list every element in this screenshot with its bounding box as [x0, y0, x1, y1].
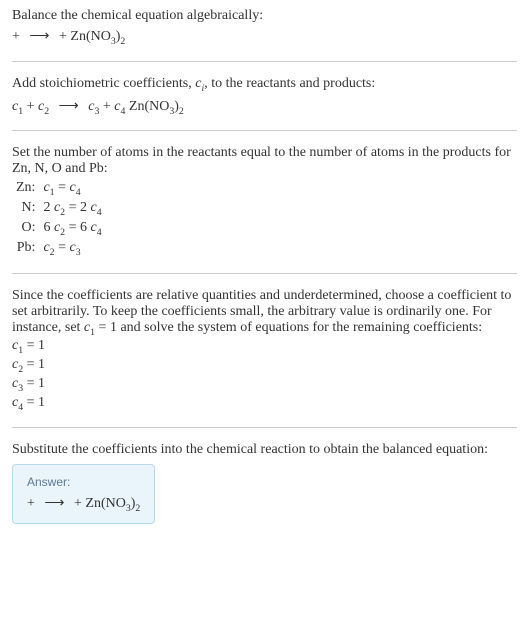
product-gap-1: +: [59, 29, 70, 44]
label-o: O:: [12, 219, 39, 239]
six: 6: [43, 220, 54, 235]
label-pb: Pb:: [12, 239, 39, 259]
label-n: N:: [12, 199, 39, 219]
substitute-title: Substitute the coefficients into the che…: [12, 442, 517, 458]
divider: [12, 61, 517, 62]
zn-text: Zn(NO: [85, 496, 125, 511]
rhs: = 1: [23, 338, 45, 353]
answer-label: Answer:: [27, 475, 140, 489]
reaction-arrow: ⟶: [23, 29, 55, 44]
c2-sub: 2: [44, 105, 49, 116]
c1-sub: 1: [18, 105, 23, 116]
rhs: = 1: [23, 395, 45, 410]
eq-n: 2 c2 = 2 c4: [39, 199, 105, 219]
eq: =: [65, 220, 80, 235]
section-substitute: Substitute the coefficients into the che…: [12, 442, 517, 525]
row-o: O: 6 c2 = 6 c4: [12, 219, 106, 239]
answer-reaction: + ⟶ + Zn(NO3)2: [27, 495, 140, 514]
section-stoichiometric: Add stoichiometric coefficients, ci, to …: [12, 76, 517, 117]
stoich-zn: Zn(NO3)2: [129, 99, 184, 114]
c4s: 4: [76, 187, 81, 198]
zn-text: Zn(NO: [129, 99, 169, 114]
eq-o: 6 c2 = 6 c4: [39, 219, 105, 239]
atoms-title: Set the number of atoms in the reactants…: [12, 145, 517, 177]
c4-sub: 4: [120, 105, 125, 116]
zn-sub2: 2: [135, 502, 140, 513]
stoich-title-a: Add stoichiometric coefficients,: [12, 76, 195, 91]
divider: [12, 130, 517, 131]
c3-sub: 3: [94, 105, 99, 116]
stoich-title: Add stoichiometric coefficients, ci, to …: [12, 76, 517, 94]
two-b: 2: [80, 200, 91, 215]
reactant-gap-1: +: [12, 29, 23, 44]
coef-line-4: c4 = 1: [12, 395, 517, 413]
section-atoms: Set the number of atoms in the reactants…: [12, 145, 517, 258]
eq-pb: c2 = c3: [39, 239, 105, 259]
balance-reaction: + ⟶ + Zn(NO3)2: [12, 28, 517, 47]
row-zn: Zn: c1 = c4: [12, 179, 106, 199]
answer-box: Answer: + ⟶ + Zn(NO3)2: [12, 464, 155, 525]
balance-title: Balance the chemical equation algebraica…: [12, 8, 517, 24]
answer-zn: Zn(NO3)2: [85, 496, 140, 511]
row-n: N: 2 c2 = 2 c4: [12, 199, 106, 219]
c4s: 4: [97, 207, 102, 218]
solve-title-b: = 1 and solve the system of equations fo…: [95, 320, 482, 335]
sub-2: 2: [120, 36, 125, 47]
product-znno3-2: Zn(NO3)2: [70, 29, 125, 44]
label-zn: Zn:: [12, 179, 39, 199]
plus: +: [27, 496, 38, 511]
rhs: = 1: [23, 376, 45, 391]
two: 2: [43, 200, 54, 215]
arrow: ⟶: [38, 496, 70, 511]
eq-zn: c1 = c4: [39, 179, 105, 199]
section-solve: Since the coefficients are relative quan…: [12, 288, 517, 413]
section-balance: Balance the chemical equation algebraica…: [12, 8, 517, 47]
rhs: = 1: [23, 357, 45, 372]
coef-line-3: c3 = 1: [12, 376, 517, 394]
stoich-reaction: c1 + c2 ⟶ c3 + c4 Zn(NO3)2: [12, 98, 517, 117]
six-b: 6: [80, 220, 91, 235]
eq: =: [55, 180, 70, 195]
plus1: +: [27, 99, 38, 114]
c3s: 3: [76, 247, 81, 258]
eq: =: [65, 200, 80, 215]
c4s: 4: [97, 227, 102, 238]
plus2: +: [74, 496, 85, 511]
zn-text: Zn(NO: [70, 29, 110, 44]
solve-title: Since the coefficients are relative quan…: [12, 288, 517, 338]
arrow: ⟶: [53, 99, 85, 114]
row-pb: Pb: c2 = c3: [12, 239, 106, 259]
divider: [12, 273, 517, 274]
atoms-table: Zn: c1 = c4 N: 2 c2 = 2 c4 O: 6 c2 = 6 c…: [12, 179, 106, 258]
coef-line-2: c2 = 1: [12, 357, 517, 375]
stoich-title-b: , to the reactants and products:: [204, 76, 375, 91]
divider: [12, 427, 517, 428]
coef-line-1: c1 = 1: [12, 338, 517, 356]
eq: =: [55, 240, 70, 255]
plus3: +: [103, 99, 114, 114]
zn-sub2: 2: [179, 105, 184, 116]
